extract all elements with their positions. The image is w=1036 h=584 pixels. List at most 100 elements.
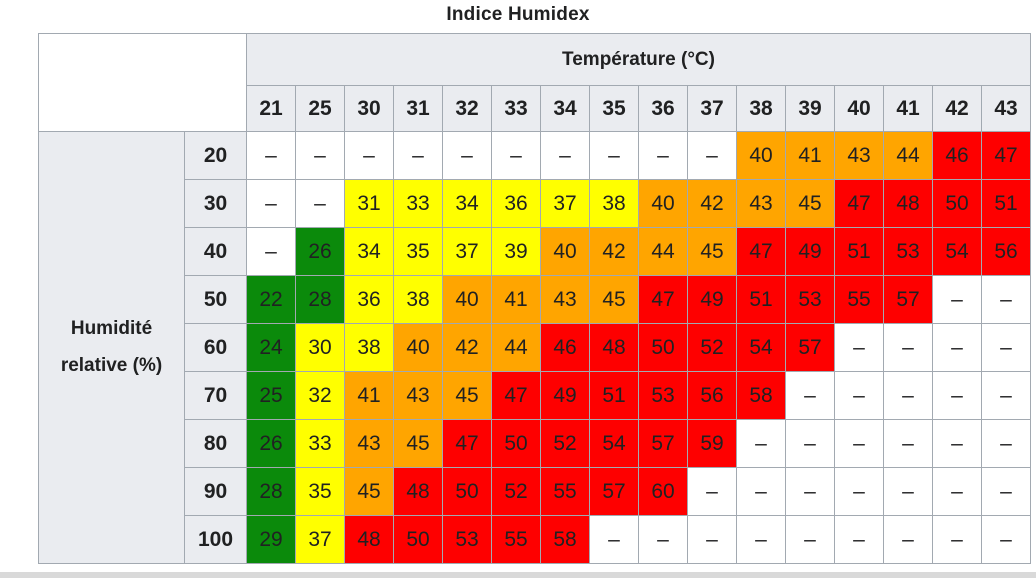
col-header-30: 30 (344, 85, 394, 132)
humidex-cell: 34 (344, 227, 394, 276)
humidex-cell: 28 (295, 275, 345, 324)
humidex-cell: 33 (393, 179, 443, 228)
col-header-42: 42 (932, 85, 982, 132)
humidex-cell: 26 (246, 419, 296, 468)
humidex-cell: 48 (344, 515, 394, 564)
humidex-cell: 50 (442, 467, 492, 516)
humidex-cell: 47 (834, 179, 884, 228)
humidex-cell: 45 (344, 467, 394, 516)
humidex-cell: 35 (393, 227, 443, 276)
col-header-36: 36 (638, 85, 688, 132)
humidex-cell: – (883, 419, 933, 468)
col-header-25: 25 (295, 85, 345, 132)
humidex-cell: – (981, 371, 1031, 420)
humidex-cell: – (246, 179, 296, 228)
humidex-cell: 58 (540, 515, 590, 564)
humidex-cell: 49 (540, 371, 590, 420)
humidex-cell: 45 (687, 227, 737, 276)
humidex-cell: – (981, 275, 1031, 324)
bottom-divider (0, 572, 1036, 578)
humidex-cell: 36 (344, 275, 394, 324)
row-header-90: 90 (184, 467, 247, 516)
humidex-cell: – (932, 419, 982, 468)
humidex-cell: 35 (295, 467, 345, 516)
humidex-cell: 26 (295, 227, 345, 276)
humidex-cell: – (736, 515, 786, 564)
humidex-cell: 36 (491, 179, 541, 228)
humidex-cell: 46 (932, 131, 982, 180)
humidex-cell: 40 (736, 131, 786, 180)
humidex-cell: 47 (491, 371, 541, 420)
humidex-cell: 52 (687, 323, 737, 372)
humidex-cell: 28 (246, 467, 296, 516)
humidex-cell: – (785, 515, 835, 564)
humidex-table: Température (°C) 21 25 30 31 32 33 34 35 36 37 38 39… (38, 33, 1031, 564)
humidex-cell: 40 (393, 323, 443, 372)
col-header-41: 41 (883, 85, 933, 132)
humidex-cell: 37 (295, 515, 345, 564)
col-header-39: 39 (785, 85, 835, 132)
humidex-cell: 57 (638, 419, 688, 468)
humidex-cell: – (344, 131, 394, 180)
humidex-cell: 43 (736, 179, 786, 228)
humidex-cell: 44 (883, 131, 933, 180)
humidex-cell: – (883, 515, 933, 564)
humidex-cell: 43 (344, 419, 394, 468)
humidex-cell: 47 (981, 131, 1031, 180)
humidex-cell: – (442, 131, 492, 180)
col-header-33: 33 (491, 85, 541, 132)
row-header-70: 70 (184, 371, 247, 420)
humidex-cell: – (785, 371, 835, 420)
humidex-cell: 45 (785, 179, 835, 228)
humidex-cell: 53 (785, 275, 835, 324)
humidex-cell: 47 (442, 419, 492, 468)
col-header-32: 32 (442, 85, 492, 132)
humidex-cell: – (883, 467, 933, 516)
humidex-cell: 48 (393, 467, 443, 516)
humidex-cell: – (932, 275, 982, 324)
humidex-cell: 43 (393, 371, 443, 420)
row-header-50: 50 (184, 275, 247, 324)
row-header-100: 100 (184, 515, 247, 564)
humidex-cell: 53 (883, 227, 933, 276)
humidex-cell: 60 (638, 467, 688, 516)
humidex-cell: – (785, 467, 835, 516)
humidex-cell: 50 (932, 179, 982, 228)
humidex-cell: – (834, 515, 884, 564)
humidex-cell: 58 (736, 371, 786, 420)
humidex-cell: 53 (638, 371, 688, 420)
humidex-cell: 42 (687, 179, 737, 228)
humidex-cell: 38 (589, 179, 639, 228)
humidex-cell: – (638, 515, 688, 564)
humidex-cell: 39 (491, 227, 541, 276)
humidex-cell: 51 (981, 179, 1031, 228)
col-header-35: 35 (589, 85, 639, 132)
row-header-40: 40 (184, 227, 247, 276)
humidex-cell: 47 (736, 227, 786, 276)
humidex-cell: 51 (736, 275, 786, 324)
humidex-cell: 43 (540, 275, 590, 324)
humidex-cell: 53 (442, 515, 492, 564)
col-header-21: 21 (246, 85, 296, 132)
col-header-43: 43 (981, 85, 1031, 132)
humidex-cell: 44 (491, 323, 541, 372)
humidex-cell: 40 (442, 275, 492, 324)
humidex-cell: 55 (540, 467, 590, 516)
humidex-cell: 45 (393, 419, 443, 468)
humidex-cell: – (295, 179, 345, 228)
humidex-cell: 45 (589, 275, 639, 324)
humidex-cell: 42 (589, 227, 639, 276)
humidex-cell: 54 (736, 323, 786, 372)
humidex-cell: 57 (589, 467, 639, 516)
humidex-cell: 31 (344, 179, 394, 228)
humidex-cell: 40 (540, 227, 590, 276)
humidex-cell: 41 (344, 371, 394, 420)
col-header-37: 37 (687, 85, 737, 132)
humidex-cell: – (981, 467, 1031, 516)
temperature-axis-label: Température (°C) (246, 33, 1031, 86)
humidex-cell: 34 (442, 179, 492, 228)
humidex-cell: 56 (687, 371, 737, 420)
humidex-cell: 44 (638, 227, 688, 276)
humidex-cell: 59 (687, 419, 737, 468)
